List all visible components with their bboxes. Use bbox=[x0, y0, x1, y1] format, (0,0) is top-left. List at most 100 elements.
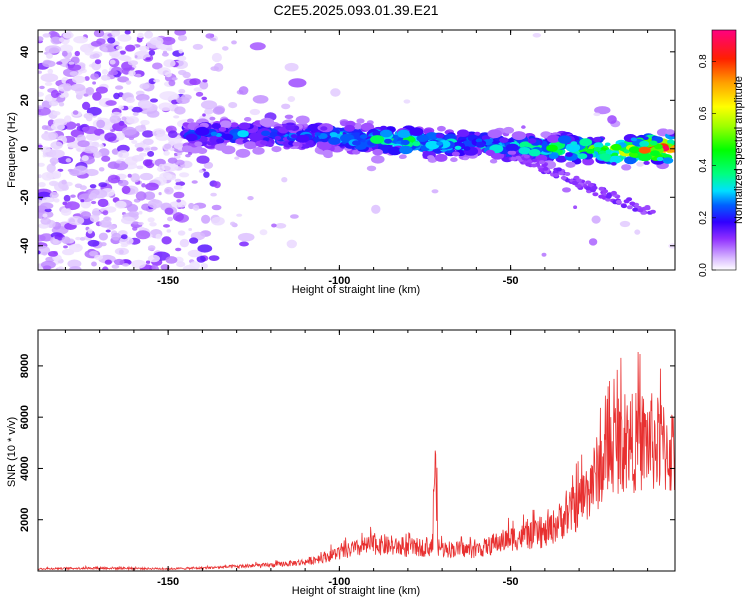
heatmap-cell bbox=[531, 163, 537, 168]
heatmap-cell bbox=[38, 91, 44, 97]
heatmap-cell bbox=[142, 144, 151, 153]
heatmap-cell bbox=[505, 143, 519, 152]
heatmap-cell bbox=[80, 211, 92, 219]
heatmap-cell bbox=[261, 130, 271, 137]
heatmap-cell bbox=[89, 250, 98, 257]
heatmap-cell bbox=[107, 174, 121, 184]
heatmap-cell bbox=[122, 263, 130, 267]
heatmap-cell bbox=[610, 162, 617, 166]
heatmap-cell bbox=[166, 229, 172, 233]
heatmap-cell bbox=[96, 38, 106, 45]
heatmap-cell bbox=[266, 142, 274, 147]
heatmap-cell bbox=[82, 126, 98, 134]
heatmap-cell bbox=[91, 210, 102, 216]
heatmap-cell bbox=[146, 109, 160, 118]
heatmap-cell bbox=[117, 76, 129, 83]
heatmap-cell bbox=[145, 260, 151, 264]
heatmap-cell bbox=[619, 220, 631, 228]
heatmap-cell bbox=[83, 93, 89, 97]
heatmap-cell bbox=[216, 138, 225, 144]
heatmap-cell bbox=[591, 215, 601, 224]
heatmap-cell bbox=[158, 192, 162, 196]
heatmap-cell bbox=[128, 70, 136, 77]
heatmap-cell bbox=[63, 83, 72, 92]
heatmap-cell bbox=[69, 266, 82, 270]
heatmap-cell bbox=[189, 237, 199, 244]
heatmap-cell bbox=[284, 62, 299, 72]
heatmap-cell bbox=[158, 102, 173, 111]
heatmap-cell bbox=[104, 216, 111, 221]
heatmap-cell bbox=[46, 53, 53, 59]
heatmap-cell bbox=[218, 126, 227, 132]
heatmap-cell bbox=[74, 183, 83, 189]
heatmap-cell bbox=[177, 230, 186, 236]
heatmap-cell bbox=[117, 150, 130, 159]
heatmap-cell bbox=[96, 119, 106, 129]
heatmap-cell bbox=[384, 138, 393, 144]
heatmap-cell bbox=[507, 150, 514, 155]
heatmap-cell bbox=[623, 199, 630, 204]
heatmap-cell bbox=[161, 236, 172, 245]
heatmap-cell bbox=[615, 199, 622, 204]
heatmap-cell bbox=[111, 30, 121, 37]
heatmap-cell bbox=[164, 186, 174, 195]
heatmap-cell bbox=[201, 214, 211, 224]
heatmap-cell bbox=[192, 43, 204, 50]
snr-frame bbox=[37, 329, 676, 572]
heatmap-cell bbox=[398, 155, 406, 159]
heatmap-cell bbox=[366, 165, 377, 172]
heatmap-cell bbox=[137, 221, 144, 226]
heatmap-cell bbox=[532, 33, 541, 38]
heatmap-cell bbox=[637, 208, 644, 213]
heatmap-cell bbox=[169, 147, 175, 152]
heatmap-cell bbox=[649, 209, 656, 214]
colorbar-tick-label: 0.2 bbox=[698, 210, 709, 224]
heatmap-cell bbox=[47, 149, 65, 159]
heatmap-cell bbox=[65, 158, 72, 163]
heatmap-cell bbox=[649, 140, 658, 146]
heatmap-cell bbox=[41, 172, 54, 181]
heatmap-cell bbox=[155, 233, 162, 240]
heatmap-cell bbox=[274, 135, 282, 141]
heatmap-cell bbox=[623, 149, 630, 154]
heatmap-cell bbox=[52, 238, 59, 245]
heatmap-cell bbox=[412, 141, 421, 147]
heatmap-cell bbox=[127, 60, 139, 66]
heatmap-cell bbox=[553, 173, 560, 177]
heatmap-cell bbox=[542, 166, 549, 171]
heatmap-cell bbox=[352, 149, 361, 155]
heatmap-cell bbox=[147, 254, 160, 263]
heatmap-cell bbox=[121, 185, 131, 194]
heatmap-cell bbox=[40, 217, 51, 225]
heatmap-cell bbox=[109, 50, 121, 58]
heatmap-cell bbox=[100, 242, 107, 247]
heatmap-cell bbox=[360, 122, 375, 131]
heatmap-cell bbox=[237, 232, 255, 242]
heatmap-cell bbox=[48, 180, 59, 187]
y-tick-label: -20 bbox=[19, 189, 31, 205]
heatmap-cell bbox=[161, 52, 169, 57]
y-tick-label: 0 bbox=[19, 146, 31, 152]
heatmap-cell bbox=[560, 175, 567, 180]
heatmap-cell bbox=[436, 141, 443, 146]
heatmap-cell bbox=[570, 141, 578, 146]
heatmap-cell bbox=[148, 50, 156, 56]
heatmap-cell bbox=[573, 205, 578, 209]
heatmap-cell bbox=[118, 105, 124, 110]
heatmap-cell bbox=[238, 86, 249, 95]
heatmap-cell bbox=[131, 155, 144, 162]
snr-panel: -150 -100 -50 2000 4000 6000 8000 Height of s… bbox=[6, 329, 676, 597]
heatmap-cell bbox=[111, 264, 120, 269]
heatmap-cell bbox=[159, 172, 173, 181]
heatmap-cell bbox=[115, 45, 123, 50]
heatmap-cell bbox=[41, 251, 48, 256]
heatmap-cell bbox=[44, 45, 62, 54]
heatmap-cell bbox=[541, 252, 547, 257]
heatmap-cell bbox=[38, 182, 46, 188]
heatmap-cell bbox=[593, 147, 602, 152]
heatmap-cell bbox=[328, 137, 341, 145]
heatmap-cell bbox=[72, 110, 79, 115]
heatmap-cell bbox=[425, 132, 439, 141]
heatmap-cell bbox=[314, 132, 321, 136]
heatmap-cell bbox=[400, 139, 410, 146]
